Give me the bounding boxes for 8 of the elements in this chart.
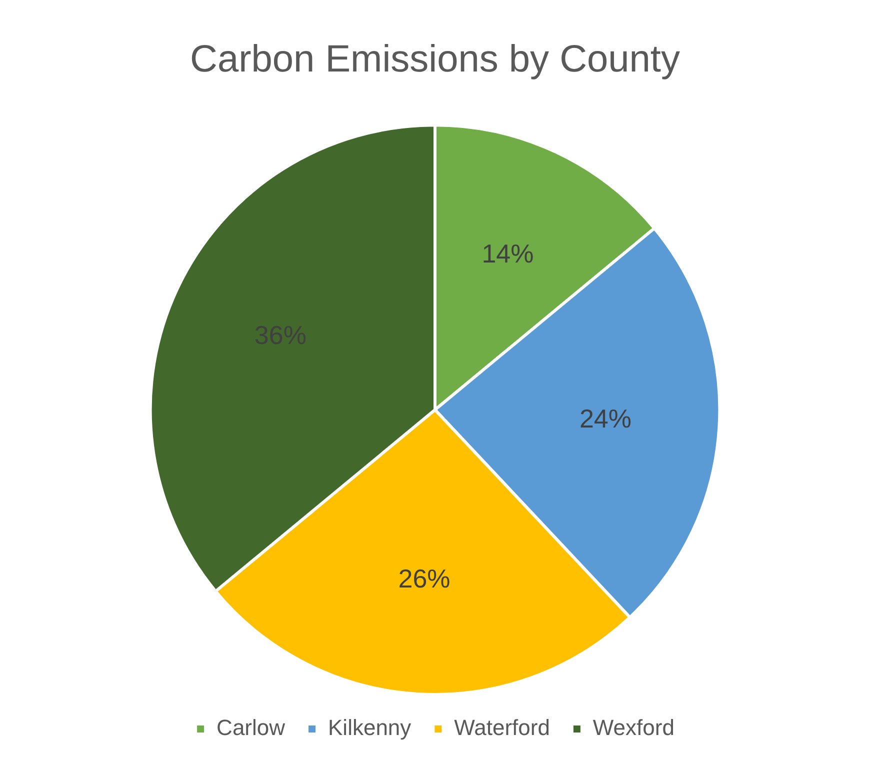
chart-title: Carbon Emissions by County xyxy=(190,38,680,80)
data-label: 26% xyxy=(398,563,450,594)
legend-label: Kilkenny xyxy=(328,715,412,740)
legend-label: Wexford xyxy=(592,715,674,740)
data-label: 14% xyxy=(482,238,534,268)
legend-label: Waterford xyxy=(454,715,550,740)
data-label: 24% xyxy=(579,404,632,434)
legend-label: Carlow xyxy=(216,715,286,740)
